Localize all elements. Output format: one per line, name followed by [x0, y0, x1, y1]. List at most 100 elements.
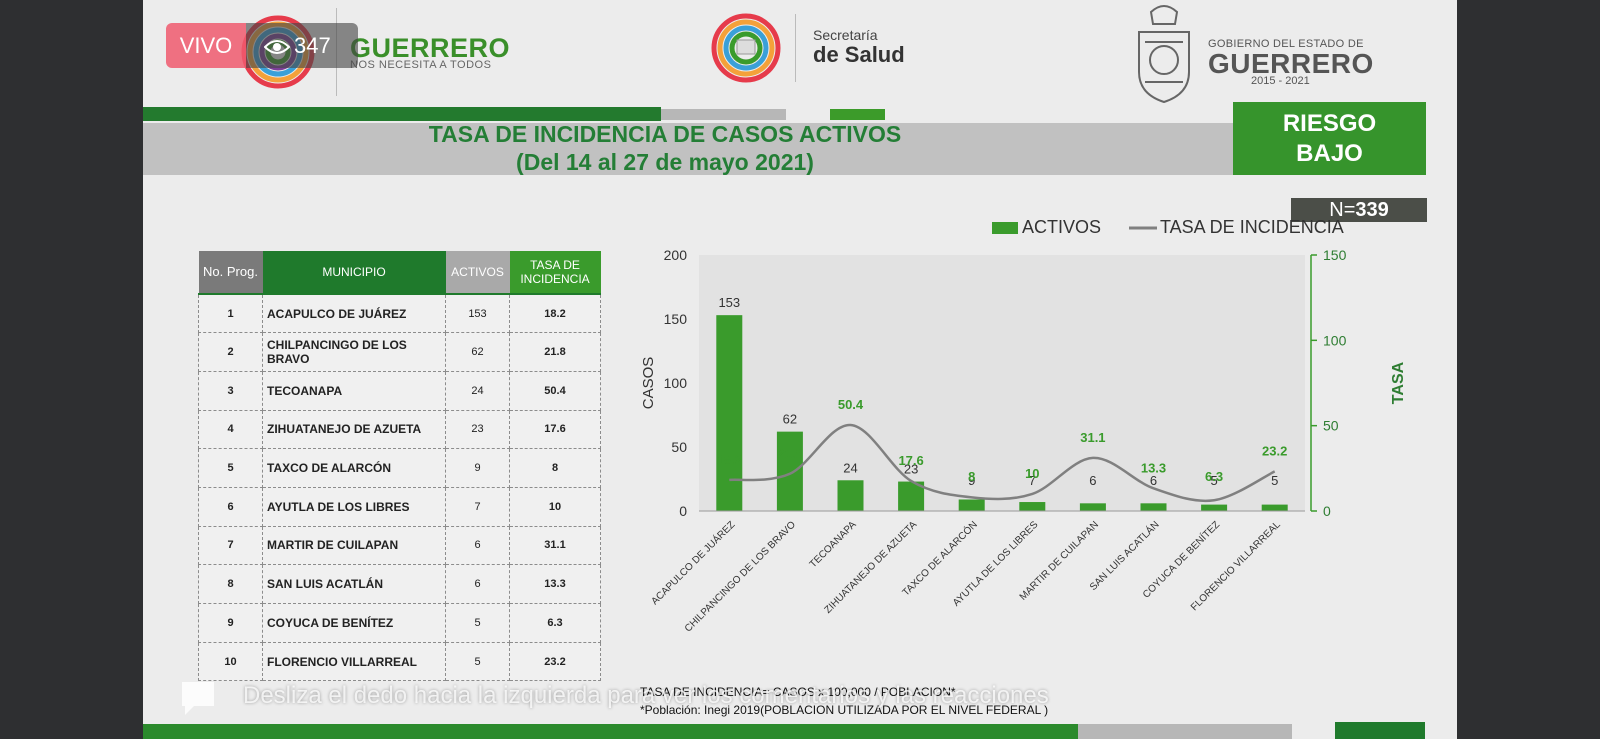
tasa-value-label: 17.6	[898, 453, 923, 468]
cell-no: 1	[198, 293, 263, 334]
y-tick-left: 50	[671, 439, 687, 455]
y-tick-left: 150	[664, 311, 688, 327]
risk-label: RIESGO	[1282, 110, 1377, 137]
bar-activos	[1261, 504, 1288, 511]
gobierno-years: 2015 - 2021	[1251, 75, 1310, 87]
tasa-value-label: 13.3	[1141, 460, 1166, 475]
salud-label-small: Secretaría	[813, 27, 878, 43]
municipality-table: No. Prog. MUNICIPIO ACTIVOS TASA DE INCI…	[198, 251, 601, 682]
x-category-label: TECOANAPA	[808, 519, 859, 570]
source-footnote: *Población: Inegi 2019(POBLACION UTILIZA…	[640, 703, 1049, 717]
cell-no: 5	[198, 448, 263, 488]
presentation-slide: GUERRERO NOS NECESITA A TODOS Secretaría…	[143, 0, 1457, 739]
bar-activos	[1201, 504, 1228, 511]
table-row: 4 ZIHUATANEJO DE AZUETA 23 17.6	[198, 409, 601, 450]
cell-tasa: 17.6	[509, 409, 601, 450]
eye-icon	[263, 40, 291, 55]
table-row: 7 MARTIR DE CUILAPAN 6 31.1	[198, 525, 601, 566]
total-cases-value: 339	[1355, 199, 1389, 221]
cell-no: 2	[198, 332, 263, 372]
cell-activos: 153	[445, 293, 510, 334]
viewer-count[interactable]: 347	[246, 23, 358, 68]
bar-activos	[958, 499, 985, 511]
legend-swatch-activos	[992, 222, 1018, 234]
footer-stripe	[143, 724, 1078, 739]
cell-tasa: 31.1	[509, 525, 601, 566]
tasa-value-label: 10	[1025, 466, 1039, 481]
col-header-municipio: MUNICIPIO	[262, 251, 446, 294]
gobierno-label-small: GOBIERNO DEL ESTADO DE	[1208, 38, 1364, 50]
salud-label-big: de Salud	[813, 42, 905, 67]
tasa-value-label: 21.8	[777, 446, 802, 461]
y-axis-title-right: TASA	[1390, 361, 1407, 404]
cell-no: 7	[198, 525, 263, 566]
table-row: 6 AYUTLA DE LOS LIBRES 7 10	[198, 486, 601, 527]
table-row: 5 TAXCO DE ALARCÓN 9 8	[198, 448, 601, 488]
y-tick-right: 100	[1323, 332, 1347, 348]
cell-municipio: ACAPULCO DE JUÁREZ	[262, 293, 446, 334]
header-stripe	[661, 109, 786, 120]
tasa-value-label: 8	[968, 469, 975, 484]
cell-municipio: ZIHUATANEJO DE AZUETA	[262, 409, 446, 450]
table-header-row: No. Prog. MUNICIPIO ACTIVOS TASA DE INCI…	[198, 251, 601, 294]
cell-municipio: COYUCA DE BENÍTEZ	[262, 603, 446, 643]
y-axis-title-left: CASOS	[640, 357, 657, 410]
bar-activos	[1140, 503, 1167, 511]
cell-tasa: 23.2	[509, 641, 601, 682]
risk-level-badge: RIESGO BAJO	[1233, 102, 1426, 175]
tasa-value-label: 6.3	[1205, 469, 1223, 484]
bar-value-label: 6	[1089, 473, 1096, 488]
comment-bubble-icon[interactable]	[176, 676, 220, 720]
cell-tasa: 8	[509, 448, 601, 488]
y-tick-right: 150	[1323, 247, 1347, 263]
cell-activos: 23	[445, 409, 510, 450]
cell-activos: 9	[445, 448, 510, 488]
col-header-no: No. Prog.	[198, 251, 263, 294]
cell-no: 9	[198, 603, 263, 643]
risk-value: BAJO	[1296, 140, 1363, 167]
cell-activos: 5	[445, 603, 510, 643]
bar-value-label: 9	[968, 473, 975, 488]
cell-tasa: 13.3	[509, 564, 601, 604]
tasa-value-label: 50.4	[838, 397, 864, 412]
bar-activos	[776, 431, 803, 511]
y-tick-left: 0	[679, 503, 687, 519]
incidence-chart: ACTIVOS TASA DE INCIDENCIA 0 50 100 150 200 0 50…	[640, 217, 1407, 635]
cell-activos: 24	[445, 370, 510, 411]
title-band	[143, 123, 1233, 175]
cell-activos: 6	[445, 525, 510, 566]
cell-no: 4	[198, 409, 263, 450]
tasa-value-label: 23.2	[1262, 443, 1287, 458]
bar-activos	[837, 480, 864, 511]
live-badge: VIVO	[166, 23, 246, 68]
cell-municipio: CHILPANCINGO DE LOS BRAVO	[262, 332, 446, 372]
total-cases-badge: N=339	[1291, 198, 1427, 222]
table-row: 9 COYUCA DE BENÍTEZ 5 6.3	[198, 603, 601, 643]
tasa-value-label: 31.1	[1080, 430, 1105, 445]
bar-value-label: 5	[1271, 473, 1278, 488]
legend-label-tasa: TASA DE INCIDENCIA	[1160, 217, 1344, 237]
slide-title: TASA DE INCIDENCIA DE CASOS ACTIVOS	[428, 121, 902, 147]
cell-municipio: SAN LUIS ACATLÁN	[262, 564, 446, 604]
y-tick-left: 100	[664, 375, 688, 391]
y-tick-right: 50	[1323, 418, 1339, 434]
bar-value-label: 6	[1150, 473, 1157, 488]
brand-tagline: NOS NECESITA A TODOS	[350, 59, 492, 71]
cell-tasa: 6.3	[509, 603, 601, 643]
bar-value-label: 153	[718, 295, 740, 310]
cell-tasa: 50.4	[509, 370, 601, 411]
cell-tasa: 10	[509, 486, 601, 527]
tasa-value-label: 18.2	[717, 452, 742, 467]
x-category-label: CHILPANCINGO DE LOS BRAVO	[683, 519, 798, 634]
cell-no: 10	[198, 641, 263, 682]
y-tick-left: 200	[664, 247, 688, 263]
secretaria-salud-logo-icon	[711, 13, 781, 83]
cell-municipio: FLORENCIO VILLARREAL	[262, 641, 446, 682]
cell-activos: 7	[445, 486, 510, 527]
cell-municipio: AYUTLA DE LOS LIBRES	[262, 486, 446, 527]
bar-activos	[1019, 502, 1046, 511]
formula-footnote: TASA DE INCIDENCIA= CASOS x 100,000 / PO…	[640, 685, 956, 699]
legend-label-activos: ACTIVOS	[1022, 217, 1101, 237]
swipe-hint: Desliza el dedo hacia la izquierda para …	[243, 682, 1049, 709]
table-row: 3 TECOANAPA 24 50.4	[198, 370, 601, 411]
